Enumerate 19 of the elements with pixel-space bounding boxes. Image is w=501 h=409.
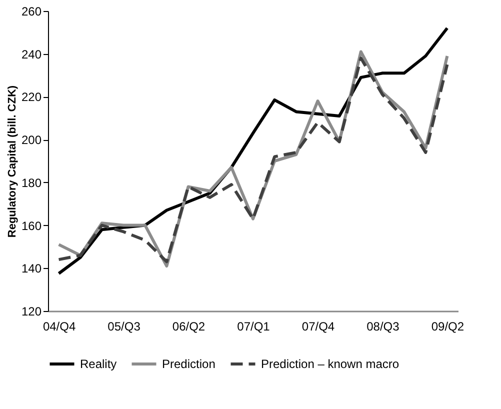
y-tick-label: 200: [21, 133, 42, 148]
y-tick-label: 180: [21, 176, 42, 190]
y-tick-label: 140: [21, 262, 42, 276]
legend-label: Reality: [80, 357, 117, 371]
x-tick-label: 09/Q2: [431, 320, 464, 334]
y-axis-title: Regulatory Capital (bill. CZK): [6, 85, 18, 238]
x-tick-label: 04/Q4: [42, 320, 76, 334]
y-tick-label: 120: [21, 304, 42, 318]
x-tick-label: 05/Q3: [108, 320, 141, 334]
x-tick-label: 08/Q3: [366, 320, 400, 334]
y-tick-label: 260: [21, 4, 42, 18]
y-tick-label: 240: [21, 47, 42, 62]
x-tick-label: 07/Q1: [237, 320, 270, 334]
legend-label: Prediction – known macro: [261, 357, 400, 371]
y-tick-label: 220: [21, 90, 42, 104]
legend-label: Prediction: [162, 357, 216, 371]
y-tick-label: 160: [21, 218, 42, 233]
x-tick-label: 06/Q2: [172, 320, 206, 334]
x-tick-label: 07/Q4: [302, 320, 335, 334]
